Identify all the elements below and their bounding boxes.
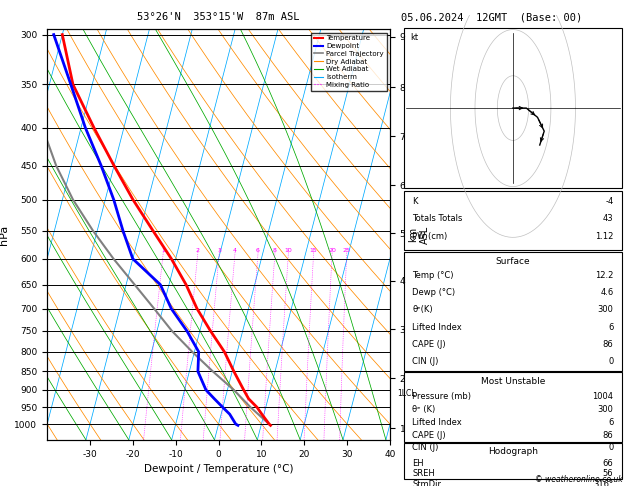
Text: 53°26'N  353°15'W  87m ASL: 53°26'N 353°15'W 87m ASL [137,12,300,22]
Text: Dewp (°C): Dewp (°C) [413,288,455,297]
Text: 43: 43 [603,214,613,224]
Text: K: K [413,197,418,206]
Text: 8: 8 [273,248,277,253]
Text: 12.2: 12.2 [595,271,613,280]
Text: 86: 86 [603,340,613,348]
Text: θᵉ(K): θᵉ(K) [413,306,433,314]
Text: StmDir: StmDir [413,480,442,486]
Text: -4: -4 [605,197,613,206]
Text: EH: EH [413,459,424,468]
Text: 0: 0 [608,444,613,452]
Text: θᵉ (K): θᵉ (K) [413,405,436,414]
Text: 0: 0 [608,357,613,365]
Text: Pressure (mb): Pressure (mb) [413,392,472,401]
Text: CAPE (J): CAPE (J) [413,340,446,348]
Text: CIN (J): CIN (J) [413,357,439,365]
Text: Temp (°C): Temp (°C) [413,271,454,280]
Text: PW (cm): PW (cm) [413,232,448,241]
Text: 10: 10 [284,248,292,253]
Text: 20: 20 [328,248,336,253]
Text: Lifted Index: Lifted Index [413,417,462,427]
Text: 1.12: 1.12 [595,232,613,241]
Text: 66: 66 [603,459,613,468]
Text: Totals Totals: Totals Totals [413,214,463,224]
Text: 25: 25 [343,248,351,253]
Text: 300: 300 [598,306,613,314]
Text: 05.06.2024  12GMT  (Base: 00): 05.06.2024 12GMT (Base: 00) [401,12,582,22]
Text: kt: kt [410,33,418,42]
Text: Most Unstable: Most Unstable [481,377,545,386]
Text: 1LCL: 1LCL [397,389,415,398]
Text: 316°: 316° [593,480,613,486]
Text: 6: 6 [608,323,613,331]
Text: 300: 300 [598,405,613,414]
Text: 1004: 1004 [593,392,613,401]
Y-axis label: km
ASL: km ASL [408,226,430,243]
Text: 3: 3 [217,248,221,253]
Bar [404,191,622,250]
Text: SREH: SREH [413,469,435,478]
Y-axis label: hPa: hPa [0,225,9,244]
Text: Lifted Index: Lifted Index [413,323,462,331]
Text: 56: 56 [603,469,613,478]
Text: 15: 15 [309,248,318,253]
Bar [404,29,622,188]
Bar [404,252,622,371]
Text: 4: 4 [233,248,237,253]
Bar [404,372,622,442]
X-axis label: Dewpoint / Temperature (°C): Dewpoint / Temperature (°C) [144,464,293,474]
Text: Surface: Surface [496,257,530,265]
Text: 4.6: 4.6 [600,288,613,297]
Text: CIN (J): CIN (J) [413,444,439,452]
Text: Hodograph: Hodograph [488,447,538,456]
Text: 6: 6 [608,417,613,427]
Legend: Temperature, Dewpoint, Parcel Trajectory, Dry Adiabat, Wet Adiabat, Isotherm, Mi: Temperature, Dewpoint, Parcel Trajectory… [311,33,386,90]
Text: CAPE (J): CAPE (J) [413,431,446,439]
Text: 6: 6 [256,248,260,253]
Text: © weatheronline.co.uk: © weatheronline.co.uk [535,474,623,484]
Text: 2: 2 [196,248,200,253]
Text: 86: 86 [603,431,613,439]
Bar [404,443,622,479]
Text: 1: 1 [161,248,165,253]
